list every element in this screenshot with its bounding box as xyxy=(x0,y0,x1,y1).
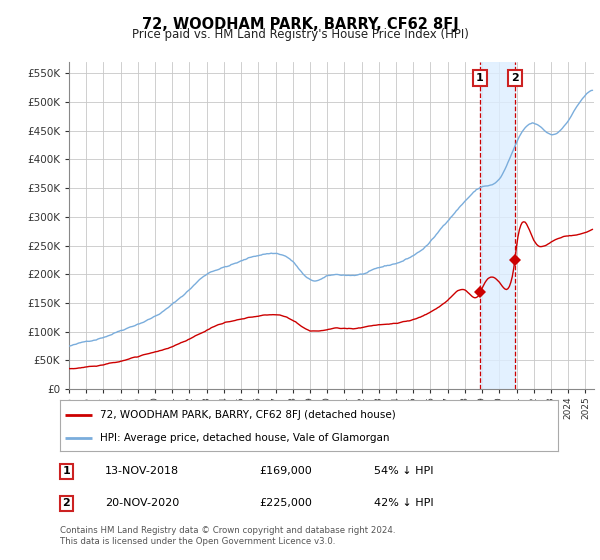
Text: 2: 2 xyxy=(511,73,518,83)
Text: 1: 1 xyxy=(476,73,484,83)
Text: Contains HM Land Registry data © Crown copyright and database right 2024.
This d: Contains HM Land Registry data © Crown c… xyxy=(60,526,395,546)
Text: 1: 1 xyxy=(62,466,70,476)
Text: HPI: Average price, detached house, Vale of Glamorgan: HPI: Average price, detached house, Vale… xyxy=(100,433,389,443)
Text: £169,000: £169,000 xyxy=(259,466,312,476)
Text: £225,000: £225,000 xyxy=(259,498,312,508)
Text: Price paid vs. HM Land Registry's House Price Index (HPI): Price paid vs. HM Land Registry's House … xyxy=(131,28,469,41)
Text: 72, WOODHAM PARK, BARRY, CF62 8FJ (detached house): 72, WOODHAM PARK, BARRY, CF62 8FJ (detac… xyxy=(100,409,395,419)
Text: 54% ↓ HPI: 54% ↓ HPI xyxy=(374,466,433,476)
Bar xyxy=(480,62,515,389)
Text: 2: 2 xyxy=(62,498,70,508)
Text: 20-NOV-2020: 20-NOV-2020 xyxy=(105,498,179,508)
Text: 42% ↓ HPI: 42% ↓ HPI xyxy=(374,498,433,508)
Text: 13-NOV-2018: 13-NOV-2018 xyxy=(105,466,179,476)
Text: 72, WOODHAM PARK, BARRY, CF62 8FJ: 72, WOODHAM PARK, BARRY, CF62 8FJ xyxy=(142,17,458,32)
